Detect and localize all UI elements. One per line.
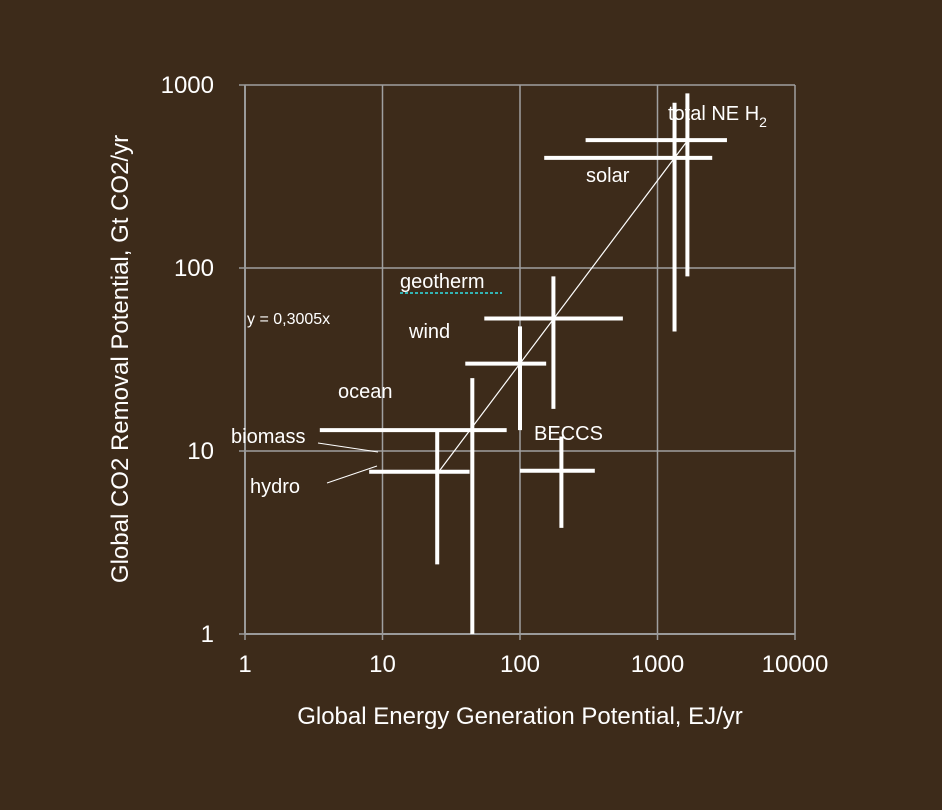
x-tick-label: 100 [500,651,540,678]
x-axis-title: Global Energy Generation Potential, EJ/y… [297,703,743,730]
label-wind: wind [408,321,450,343]
axes [239,84,796,640]
hydro-leader-line [326,465,378,484]
y-tick-label: 1 [201,621,214,648]
grid-lines [245,84,796,634]
y-tick-label: 100 [174,255,214,282]
trendline-equation: y = 0,3005x [247,311,330,328]
label-beccs: BECCS [534,423,603,445]
x-tick-label: 1 [238,651,251,678]
error-bars [319,93,727,634]
label-hydro: hydro [250,476,300,498]
label-geotherm: geotherm [400,271,485,293]
trendline-line [436,140,688,475]
label-ocean: ocean [338,381,393,403]
biomass-leader-line [317,442,379,453]
series-labels: total NE H2 solar geotherm wind ocean BE… [231,103,767,498]
y-axis-title: Global CO2 Removal Potential, Gt CO2/yr [107,135,134,583]
x-tick-label: 10 [369,651,396,678]
x-tick-label: 10000 [762,651,829,678]
label-total-ne-h2: total NE H2 [668,103,767,130]
label-solar: solar [586,165,630,187]
y-tick-label: 10 [187,438,214,465]
label-biomass: biomass [231,426,305,448]
tick-labels: 1 10 100 1000 10000 1 10 100 1000 [161,72,829,678]
trendline [436,140,688,475]
x-tick-label: 1000 [631,651,684,678]
y-tick-label: 1000 [161,72,214,99]
